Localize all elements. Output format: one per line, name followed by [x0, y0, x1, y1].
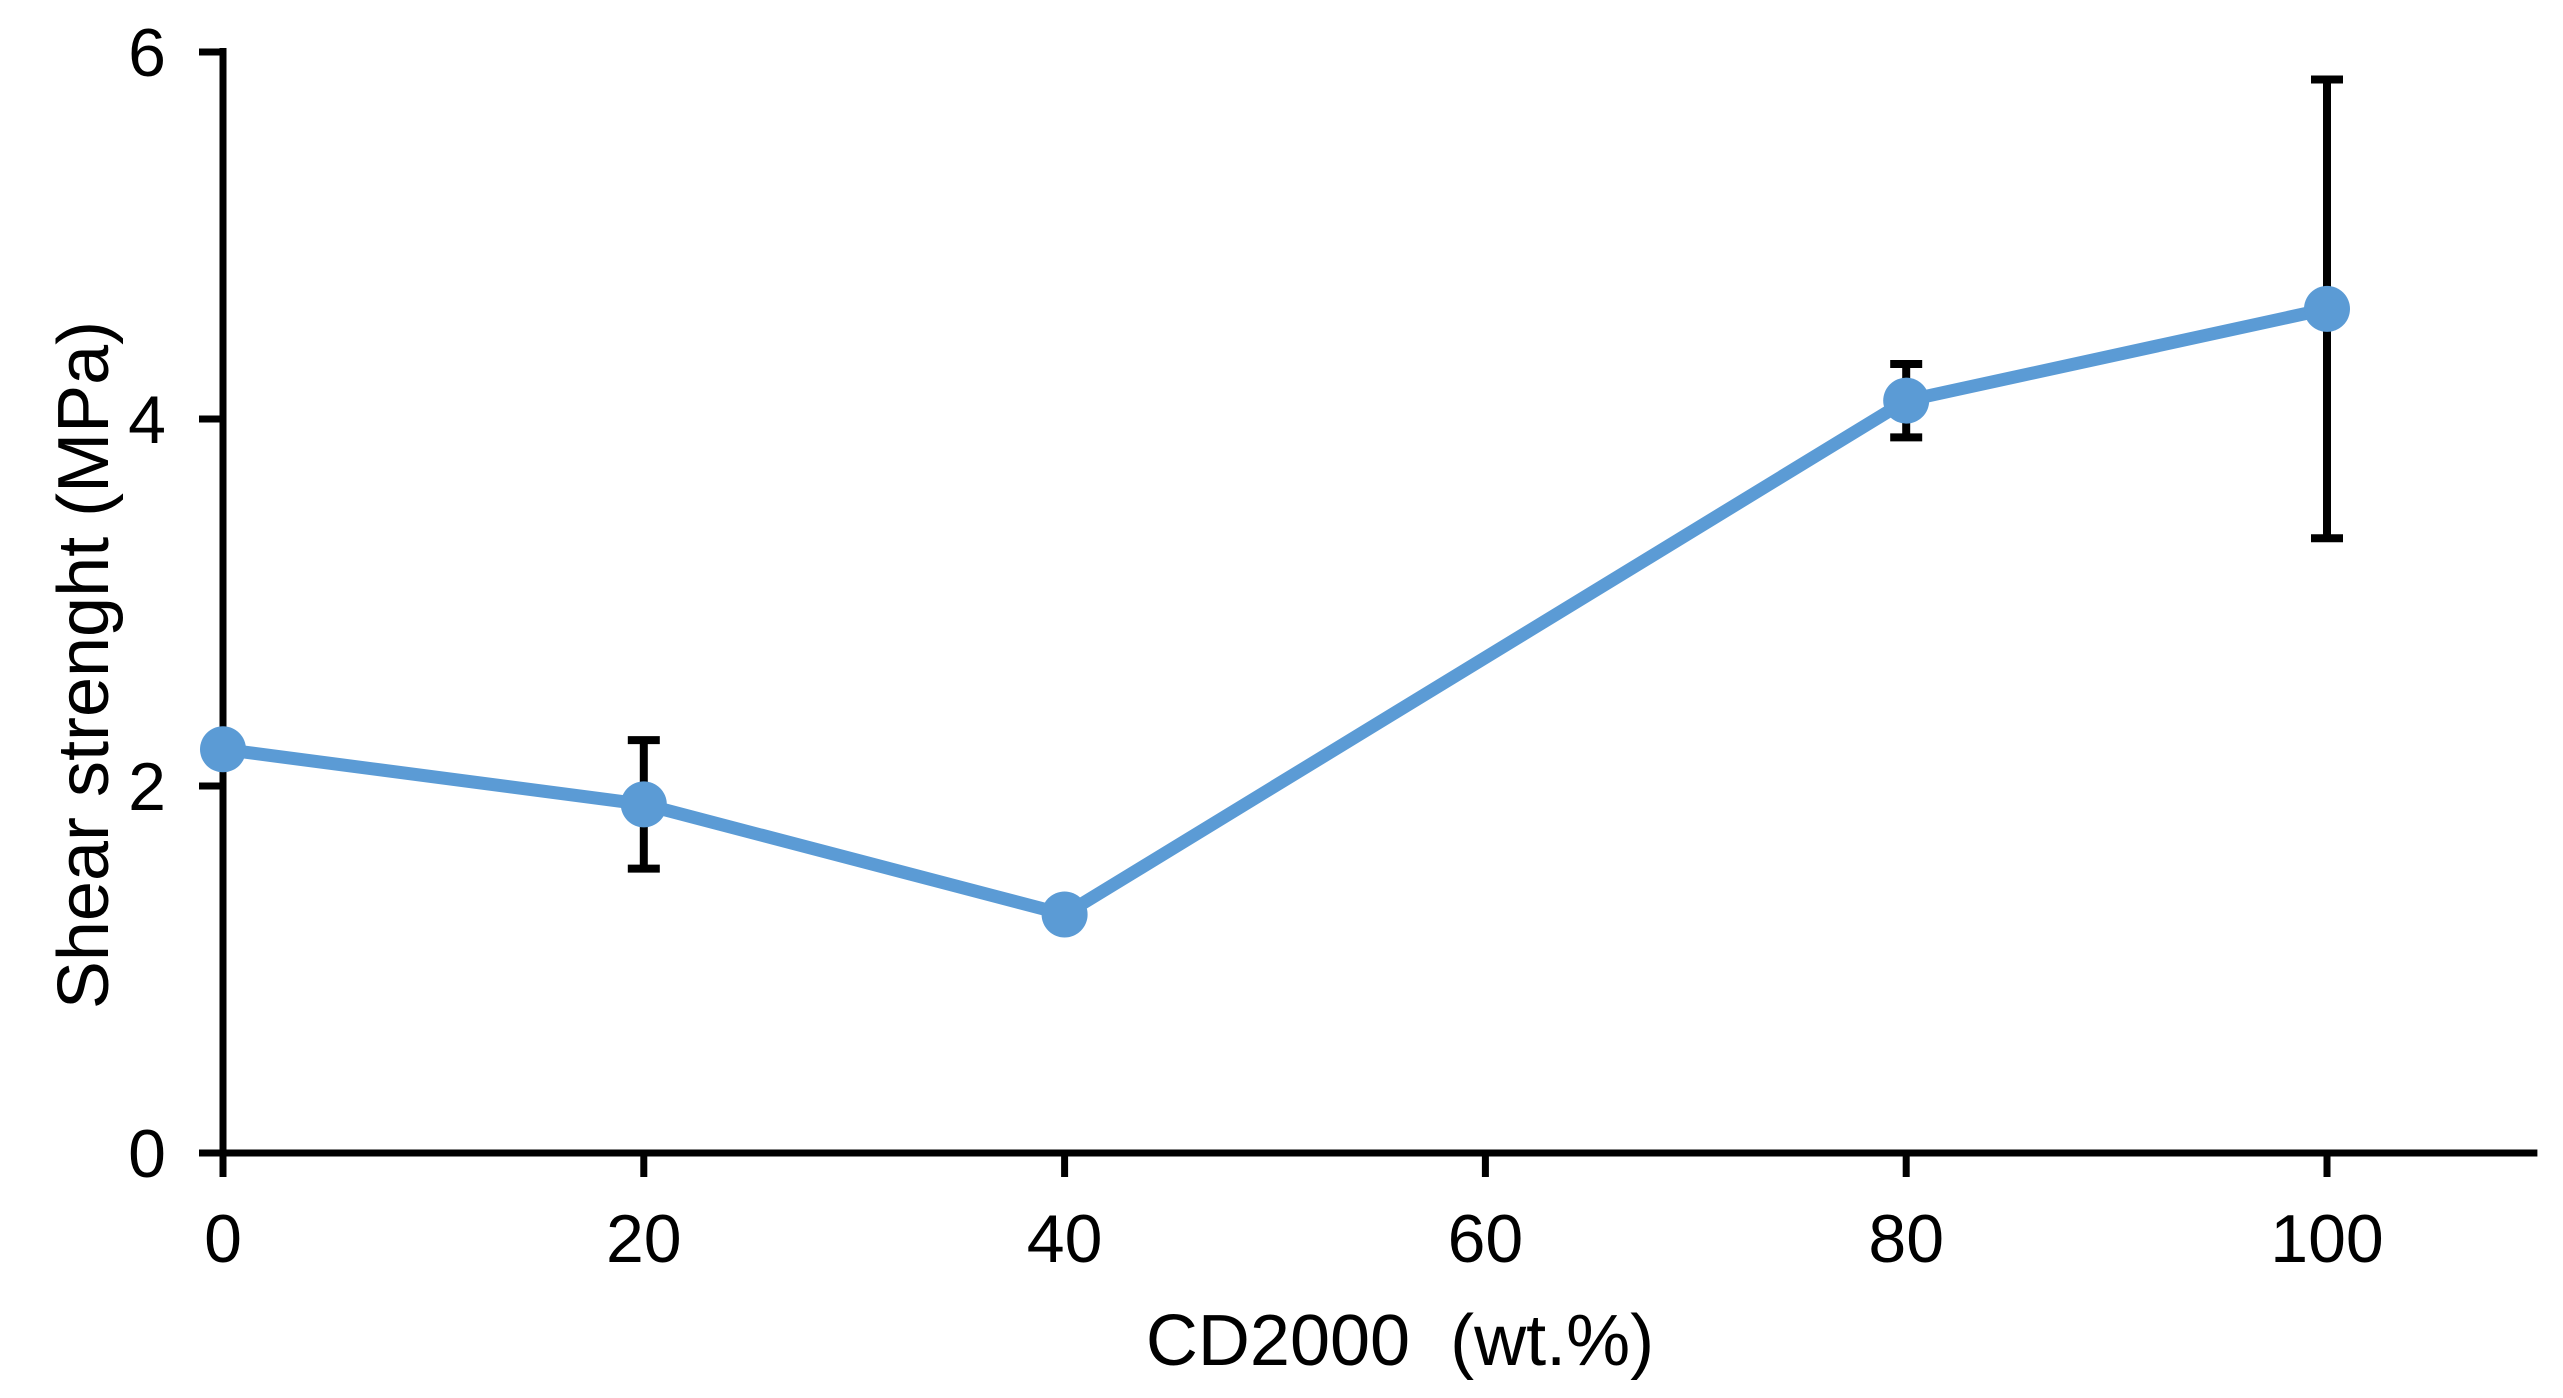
data-series-layer: [200, 285, 2350, 938]
tick-labels-layer: 0 20 40 60 80 100 0 2 4 6: [128, 15, 2384, 1277]
x-tick-label: 80: [1868, 1201, 1944, 1277]
x-tick-label: 0: [204, 1201, 242, 1277]
y-tick-label: 0: [128, 1116, 166, 1192]
data-point-marker: [1883, 377, 1930, 424]
x-tick-label: 60: [1448, 1201, 1524, 1277]
data-point-marker: [620, 781, 667, 828]
error-bars-layer: [627, 75, 2343, 873]
y-tick-label: 6: [128, 15, 166, 91]
data-point-marker: [200, 726, 246, 773]
y-tick-label: 4: [128, 382, 166, 458]
y-tick-label: 2: [128, 749, 166, 825]
data-point-marker: [1041, 891, 1088, 938]
series-line: [216, 302, 2334, 921]
axes-layer: [219, 48, 2538, 1157]
y-axis-title: Shear strenght (MPa): [44, 321, 124, 1009]
x-tick-label: 40: [1027, 1201, 1103, 1277]
x-axis-title: CD2000 (wt.%): [1146, 1301, 1654, 1381]
x-tick-label: 20: [606, 1201, 682, 1277]
x-tick-label: 100: [2270, 1201, 2383, 1277]
data-point-marker: [2304, 285, 2350, 332]
ticks-layer: [199, 48, 2331, 1177]
